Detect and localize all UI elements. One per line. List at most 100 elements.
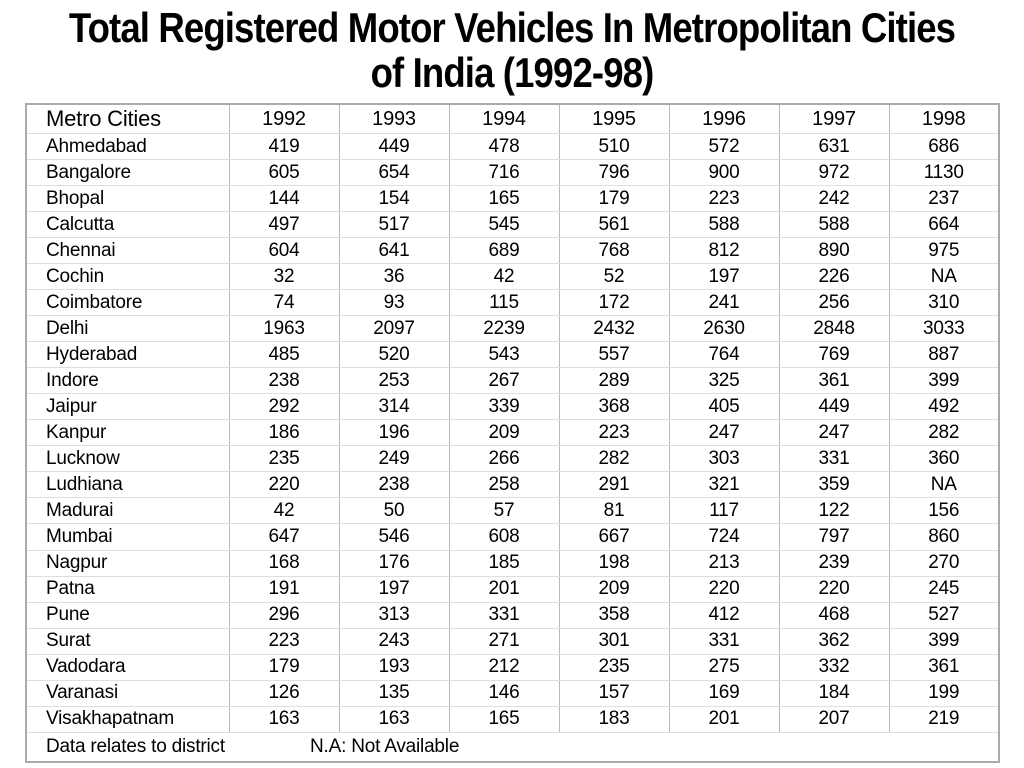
- value-cell: 183: [558, 705, 670, 734]
- city-cell: Vadodara: [25, 653, 230, 681]
- value-cell: 242: [778, 185, 890, 213]
- value-cell: 359: [778, 471, 890, 499]
- table-row: Nagpur 168 176 185 198 213 239 270: [25, 549, 1000, 577]
- value-cell: 191: [228, 575, 340, 603]
- value-cell: 52: [558, 263, 670, 291]
- value-cell: 163: [338, 705, 450, 734]
- value-cell: 135: [338, 679, 450, 707]
- city-cell: Madurai: [25, 497, 230, 525]
- city-cell: Visakhapatnam: [25, 705, 230, 734]
- value-cell: 256: [778, 289, 890, 317]
- value-cell: 362: [778, 627, 890, 655]
- value-cell: 2432: [558, 315, 670, 343]
- value-cell: 510: [558, 132, 670, 161]
- value-cell: 201: [668, 705, 780, 734]
- value-cell: 186: [228, 419, 340, 447]
- column-header-1995: 1995: [558, 103, 670, 134]
- value-cell: 572: [668, 132, 780, 161]
- value-cell: 667: [558, 523, 670, 551]
- value-cell: 243: [338, 627, 450, 655]
- page-title-line2: of India (1992-98): [370, 49, 655, 96]
- city-cell: Surat: [25, 627, 230, 655]
- value-cell: 360: [888, 445, 1000, 473]
- value-cell: 303: [668, 445, 780, 473]
- value-cell: 3033: [888, 315, 1000, 343]
- value-cell: 545: [448, 211, 560, 239]
- value-cell: 608: [448, 523, 560, 551]
- table-row: Mumbai 647 546 608 667 724 797 860: [25, 523, 1000, 551]
- value-cell: 223: [668, 185, 780, 213]
- table-row: Cochin 32 36 42 52 197 226 NA: [25, 263, 1000, 291]
- city-cell: Mumbai: [25, 523, 230, 551]
- value-cell: 796: [558, 159, 670, 187]
- footnote-district: Data relates to district: [46, 736, 225, 757]
- value-cell: 797: [778, 523, 890, 551]
- value-cell: 212: [448, 653, 560, 681]
- value-cell: 199: [888, 679, 1000, 707]
- table-row: Ahmedabad 419 449 478 510 572 631 686: [25, 132, 1000, 161]
- value-cell: 271: [448, 627, 560, 655]
- value-cell: 209: [448, 419, 560, 447]
- value-cell: 213: [668, 549, 780, 577]
- value-cell: 332: [778, 653, 890, 681]
- city-cell: Jaipur: [25, 393, 230, 421]
- value-cell: 561: [558, 211, 670, 239]
- value-cell: 310: [888, 289, 1000, 317]
- value-cell: 197: [668, 263, 780, 291]
- value-cell: 1130: [888, 159, 1000, 187]
- table-row: Pune 296 313 331 358 412 468 527: [25, 601, 1000, 629]
- value-cell: 223: [558, 419, 670, 447]
- footnote-na: N.A: Not Available: [310, 736, 460, 757]
- value-cell: 641: [338, 237, 450, 265]
- value-cell: 686: [888, 132, 1000, 161]
- city-cell: Nagpur: [25, 549, 230, 577]
- value-cell: 769: [778, 341, 890, 369]
- value-cell: 588: [778, 211, 890, 239]
- city-cell: Varanasi: [25, 679, 230, 707]
- value-cell: 292: [228, 393, 340, 421]
- value-cell: 235: [228, 445, 340, 473]
- value-cell: 654: [338, 159, 450, 187]
- value-cell: 399: [888, 627, 1000, 655]
- value-cell: 247: [668, 419, 780, 447]
- value-cell: 361: [888, 653, 1000, 681]
- value-cell: 32: [228, 263, 340, 291]
- value-cell: 517: [338, 211, 450, 239]
- table-row: Lucknow 235 249 266 282 303 331 360: [25, 445, 1000, 473]
- city-cell: Calcutta: [25, 211, 230, 239]
- footnote-cell: Data relates to district N.A: Not Availab…: [26, 732, 999, 763]
- value-cell: 253: [338, 367, 450, 395]
- value-cell: 193: [338, 653, 450, 681]
- value-cell: 219: [888, 705, 1000, 734]
- table-row: Calcutta 497 517 545 561 588 588 664: [25, 211, 1000, 239]
- value-cell: 165: [448, 185, 560, 213]
- value-cell: 154: [338, 185, 450, 213]
- page-title: Total Registered Motor Vehicles In Metro…: [0, 5, 1024, 95]
- table-row: Ludhiana 220 238 258 291 321 359 NA: [25, 471, 1000, 499]
- city-cell: Bangalore: [25, 159, 230, 187]
- table-row: Hyderabad 485 520 543 557 764 769 887: [25, 341, 1000, 369]
- value-cell: 419: [228, 132, 340, 161]
- value-cell: 1963: [228, 315, 340, 343]
- value-cell: 664: [888, 211, 1000, 239]
- value-cell: 2097: [338, 315, 450, 343]
- header-row: Metro Cities 1992 1993 1994 1995 1996 19…: [25, 103, 1000, 134]
- value-cell: 412: [668, 601, 780, 629]
- value-cell: 275: [668, 653, 780, 681]
- value-cell: 860: [888, 523, 1000, 551]
- value-cell: 239: [778, 549, 890, 577]
- value-cell: 478: [448, 132, 560, 161]
- table-row: Bhopal 144 154 165 179 223 242 237: [25, 185, 1000, 213]
- value-cell: 647: [228, 523, 340, 551]
- city-cell: Indore: [25, 367, 230, 395]
- table-row: Delhi 1963 2097 2239 2432 2630 2848 3033: [25, 315, 1000, 343]
- city-cell: Hyderabad: [25, 341, 230, 369]
- value-cell: 42: [448, 263, 560, 291]
- value-cell: 399: [888, 367, 1000, 395]
- value-cell: 449: [338, 132, 450, 161]
- value-cell: 331: [668, 627, 780, 655]
- value-cell: 50: [338, 497, 450, 525]
- value-cell: 314: [338, 393, 450, 421]
- value-cell: 36: [338, 263, 450, 291]
- table-row: Indore 238 253 267 289 325 361 399: [25, 367, 1000, 395]
